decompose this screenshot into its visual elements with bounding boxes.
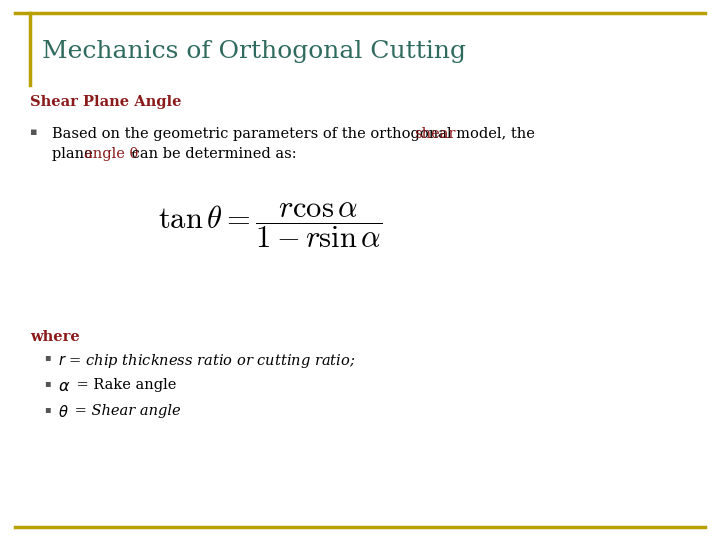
Text: ▪: ▪ bbox=[44, 352, 50, 362]
Text: $\theta$: $\theta$ bbox=[58, 404, 68, 420]
Text: ▪: ▪ bbox=[30, 127, 37, 137]
Text: Shear Plane Angle: Shear Plane Angle bbox=[30, 95, 181, 109]
Text: shear: shear bbox=[414, 127, 456, 141]
Text: Mechanics of Orthogonal Cutting: Mechanics of Orthogonal Cutting bbox=[42, 40, 466, 63]
Text: can be determined as:: can be determined as: bbox=[127, 147, 297, 161]
Text: $r$ = chip thickness ratio or cutting ratio;: $r$ = chip thickness ratio or cutting ra… bbox=[58, 352, 356, 370]
Text: angle θ: angle θ bbox=[84, 147, 138, 161]
Text: $\tan\theta = \dfrac{r\cos\alpha}{1 - r\sin\alpha}$: $\tan\theta = \dfrac{r\cos\alpha}{1 - r\… bbox=[158, 200, 382, 250]
Text: where: where bbox=[30, 330, 80, 344]
Text: Based on the geometric parameters of the orthogonal model, the: Based on the geometric parameters of the… bbox=[52, 127, 539, 141]
Text: ▪: ▪ bbox=[44, 404, 50, 414]
Text: $\alpha$: $\alpha$ bbox=[58, 378, 71, 395]
Text: = Rake angle: = Rake angle bbox=[72, 378, 176, 392]
Text: plane: plane bbox=[52, 147, 97, 161]
Text: ▪: ▪ bbox=[44, 378, 50, 388]
Text: = Shear angle: = Shear angle bbox=[70, 404, 181, 418]
